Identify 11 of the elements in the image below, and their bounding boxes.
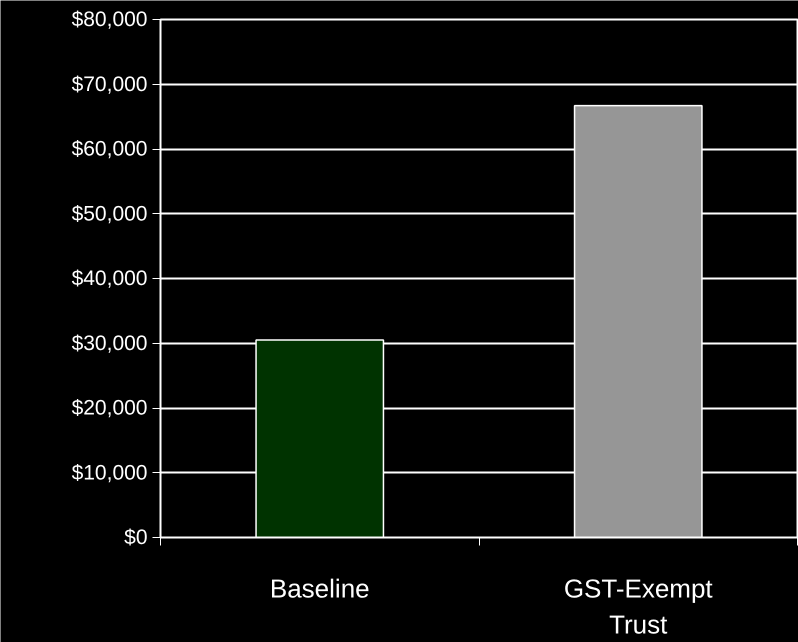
- y-tick-label: $60,000: [72, 138, 148, 160]
- y-tick-label: $70,000: [72, 72, 148, 96]
- y-tick-label: $0: [124, 526, 148, 549]
- y-tick-label: $30,000: [72, 332, 148, 355]
- y-tick-label: $20,000: [72, 396, 148, 420]
- y-tick-label: $80,000: [72, 8, 148, 31]
- x-tick-label: GST-Exempt Trust: [564, 574, 714, 640]
- x-tick-label: Baseline: [270, 574, 370, 604]
- y-tick-label: $40,000: [72, 267, 148, 290]
- y-tick-label: $10,000: [72, 461, 148, 484]
- y-tick-label: $50,000: [72, 202, 148, 226]
